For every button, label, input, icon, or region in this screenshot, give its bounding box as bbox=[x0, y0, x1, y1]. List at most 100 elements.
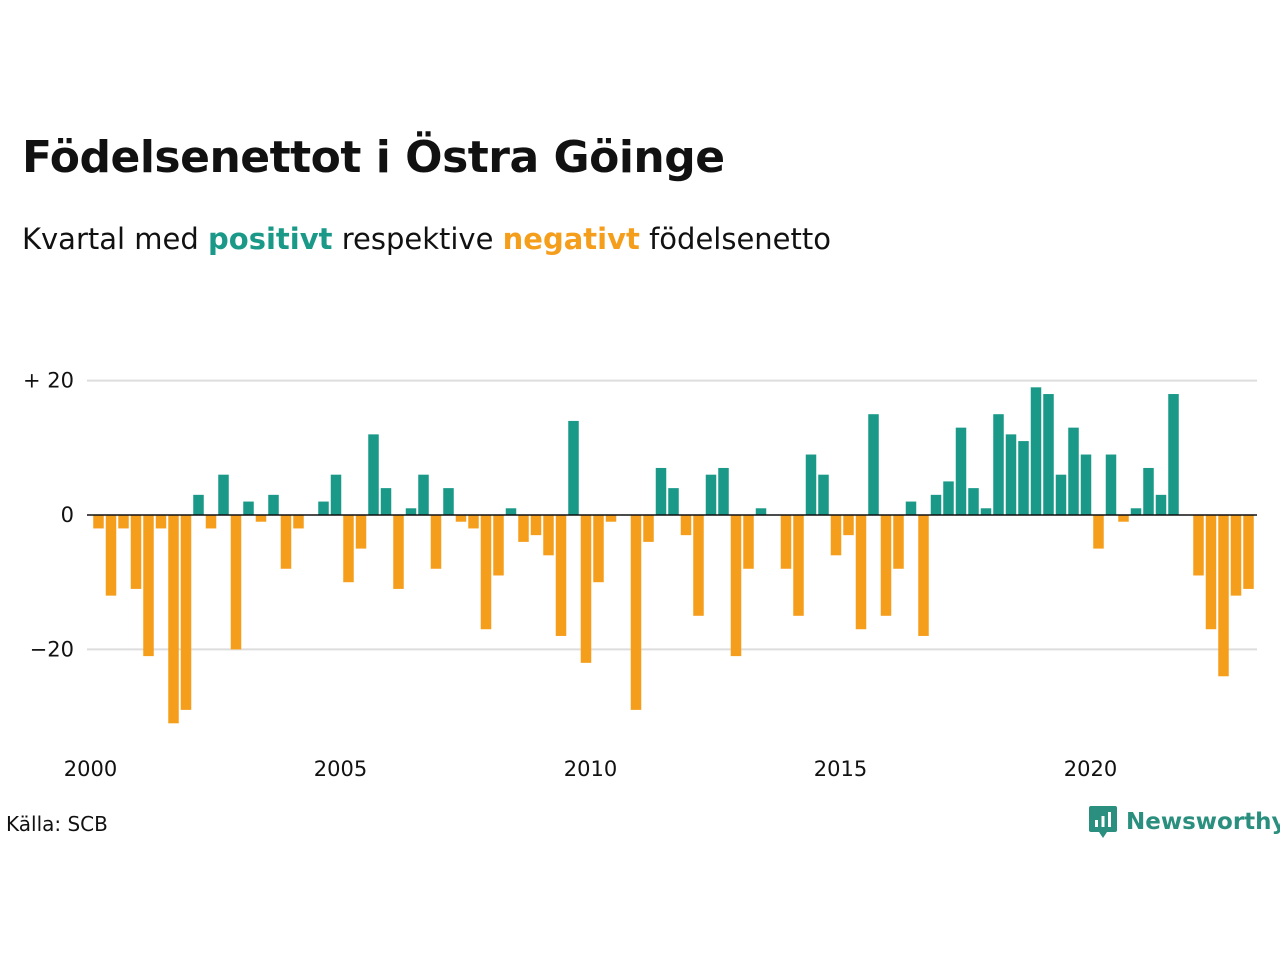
bar bbox=[605, 515, 617, 522]
bar bbox=[268, 494, 279, 515]
bar bbox=[293, 515, 304, 529]
bar bbox=[1080, 454, 1092, 515]
bar bbox=[1018, 441, 1029, 515]
bar bbox=[830, 515, 842, 556]
bar bbox=[105, 515, 117, 596]
bar bbox=[930, 494, 942, 515]
bar bbox=[780, 515, 792, 569]
bar bbox=[818, 474, 829, 515]
bar bbox=[1230, 515, 1242, 596]
bar bbox=[568, 420, 579, 515]
bar bbox=[468, 515, 479, 529]
bar bbox=[1143, 467, 1154, 515]
bar bbox=[743, 515, 754, 569]
axis-layer: + 20 0 −20 2000 2005 2010 2015 2020 bbox=[23, 369, 1257, 781]
source-note: Källa: SCB bbox=[6, 812, 108, 836]
bar bbox=[318, 501, 329, 515]
x-tick-label: 2010 bbox=[564, 757, 617, 781]
bar bbox=[955, 427, 967, 515]
bar bbox=[1043, 394, 1054, 515]
bar bbox=[530, 515, 542, 536]
bar bbox=[668, 488, 679, 515]
bar bbox=[705, 474, 717, 515]
brand-name: Newsworthy bbox=[1126, 809, 1280, 835]
subtitle-negative-word: negativt bbox=[502, 222, 640, 256]
y-tick-label: −20 bbox=[30, 637, 74, 661]
bar bbox=[1168, 394, 1179, 515]
bar bbox=[980, 508, 992, 515]
bar bbox=[130, 515, 142, 589]
subtitle-suffix: födelsenetto bbox=[649, 222, 831, 256]
bar bbox=[1055, 474, 1067, 515]
bar bbox=[393, 515, 404, 589]
bar bbox=[793, 515, 804, 616]
bar bbox=[805, 454, 817, 515]
bar bbox=[755, 508, 767, 515]
bar bbox=[1105, 454, 1117, 515]
chart-subtitle: Kvartal med positivt respektive negativt… bbox=[22, 222, 831, 256]
bar bbox=[1068, 427, 1079, 515]
bar bbox=[418, 474, 429, 515]
brand-logo[interactable]: Newsworthy bbox=[1088, 804, 1280, 840]
y-tick-label: 0 bbox=[61, 503, 74, 527]
bar bbox=[905, 501, 917, 515]
bar bbox=[118, 515, 129, 529]
bar bbox=[1093, 515, 1104, 549]
x-tick-label: 2000 bbox=[64, 757, 117, 781]
bar bbox=[543, 515, 554, 556]
bar bbox=[1243, 515, 1254, 589]
bar bbox=[193, 494, 204, 515]
bar bbox=[180, 515, 192, 710]
bar bbox=[218, 474, 229, 515]
bar bbox=[493, 515, 504, 576]
bar bbox=[405, 508, 417, 515]
subtitle-positive-word: positivt bbox=[208, 222, 333, 256]
bar-layer bbox=[93, 387, 1254, 724]
bar bbox=[968, 488, 979, 515]
bar bbox=[643, 515, 654, 542]
bar bbox=[168, 515, 179, 724]
x-tick-label: 2015 bbox=[814, 757, 867, 781]
bar bbox=[1205, 515, 1217, 630]
bar bbox=[855, 515, 867, 630]
bar bbox=[1005, 434, 1017, 515]
bar bbox=[680, 515, 692, 536]
chart-title: Födelsenettot i Östra Göinge bbox=[22, 132, 725, 183]
bar bbox=[230, 515, 242, 650]
bar bbox=[455, 515, 467, 522]
bar bbox=[330, 474, 342, 515]
x-tick-label: 2020 bbox=[1064, 757, 1117, 781]
bar bbox=[1118, 515, 1129, 522]
y-tick-label: + 20 bbox=[23, 369, 74, 393]
bar bbox=[880, 515, 892, 616]
bar bbox=[205, 515, 217, 529]
grid-layer bbox=[87, 379, 1257, 651]
bar bbox=[593, 515, 604, 583]
bar bbox=[630, 515, 642, 710]
bar bbox=[480, 515, 492, 630]
bar bbox=[143, 515, 154, 657]
bar bbox=[868, 414, 879, 515]
bar bbox=[918, 515, 929, 636]
bar bbox=[1030, 387, 1042, 515]
bar bbox=[343, 515, 354, 583]
bar bbox=[443, 488, 454, 515]
bar bbox=[368, 434, 379, 515]
bar bbox=[693, 515, 704, 616]
bar bbox=[718, 467, 729, 515]
subtitle-middle: respektive bbox=[341, 222, 494, 256]
bar bbox=[380, 488, 392, 515]
bar bbox=[518, 515, 529, 542]
bar bbox=[993, 414, 1004, 515]
newsworthy-logo-icon bbox=[1089, 806, 1117, 838]
bar bbox=[730, 515, 742, 657]
bar bbox=[93, 515, 104, 529]
bar bbox=[1130, 508, 1142, 515]
bar bbox=[843, 515, 854, 536]
bar bbox=[430, 515, 442, 569]
subtitle-prefix: Kvartal med bbox=[22, 222, 199, 256]
bar bbox=[1218, 515, 1229, 677]
bar bbox=[155, 515, 167, 529]
bar bbox=[1193, 515, 1204, 576]
